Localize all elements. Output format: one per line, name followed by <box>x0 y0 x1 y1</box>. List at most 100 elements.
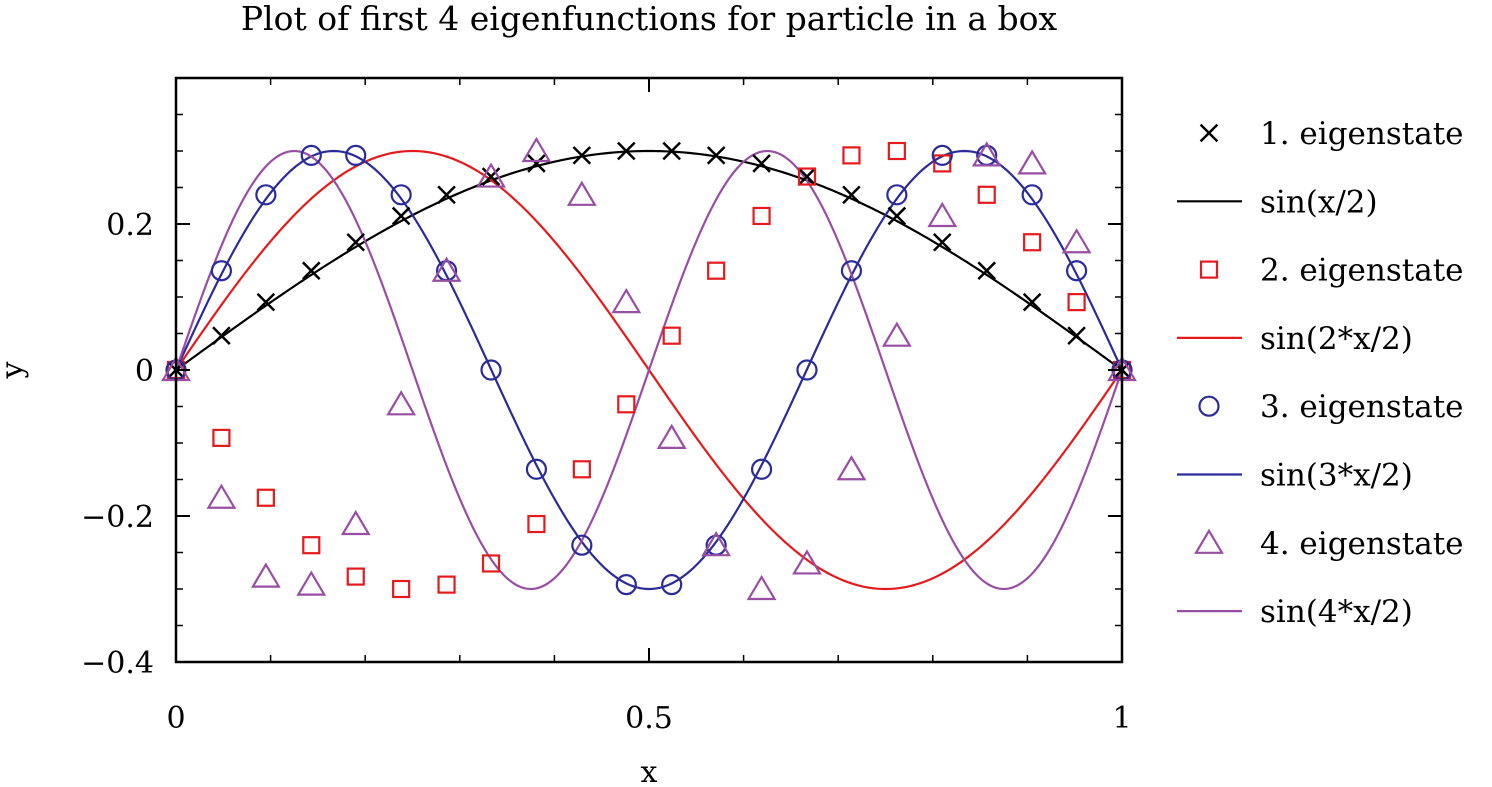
data-point-mode-2 <box>256 488 275 507</box>
data-point-mode-1 <box>842 185 861 205</box>
data-point-mode-3 <box>1065 260 1088 282</box>
y-tick-label: −0.2 <box>81 500 154 535</box>
legend-entry-label: sin(x/2) <box>1260 184 1378 220</box>
data-point-mode-2 <box>527 514 546 534</box>
data-point-mode-2 <box>842 146 861 165</box>
data-point-mode-4 <box>431 256 462 282</box>
data-point-mode-1 <box>932 232 952 252</box>
legend-entry-label: sin(2*x/2) <box>1260 321 1413 357</box>
data-point-mode-4 <box>521 136 552 163</box>
chart-title: Plot of first 4 eigenfunctions for parti… <box>241 0 1058 38</box>
x-tick-label: 0 <box>166 701 185 736</box>
data-point-mode-3 <box>390 184 412 206</box>
data-point-mode-2 <box>392 579 411 599</box>
y-axis-label: y <box>0 361 30 379</box>
data-point-mode-3 <box>480 359 502 381</box>
data-point-mode-3 <box>345 144 367 166</box>
series-line-mode-3 <box>174 149 1124 591</box>
data-point-mode-1 <box>887 206 907 226</box>
data-point-mode-2 <box>887 141 906 161</box>
data-point-mode-4 <box>250 562 281 588</box>
data-point-mode-2 <box>212 428 231 447</box>
data-point-mode-3 <box>210 260 233 282</box>
data-point-mode-4 <box>746 574 777 601</box>
data-point-mode-3 <box>661 574 683 596</box>
data-point-mode-2 <box>933 154 952 173</box>
legend-marker-swatch <box>1199 260 1219 279</box>
data-point-mode-4 <box>792 549 822 575</box>
y-tick-label: 0 <box>135 354 154 389</box>
data-point-mode-4 <box>386 390 417 416</box>
series-line-mode-4 <box>174 149 1124 591</box>
data-point-mode-1 <box>752 154 771 173</box>
x-axis-label: x <box>641 755 658 787</box>
data-point-mode-4 <box>206 483 237 509</box>
data-point-mode-4 <box>340 509 371 536</box>
data-point-mode-4 <box>927 201 958 228</box>
data-point-mode-4 <box>701 531 732 557</box>
data-point-mode-1 <box>706 146 726 165</box>
data-point-mode-1 <box>527 154 546 173</box>
data-point-mode-1 <box>1022 292 1042 312</box>
data-point-mode-2 <box>617 395 636 414</box>
data-point-mode-3 <box>615 574 637 596</box>
data-point-mode-2 <box>572 460 591 479</box>
data-point-mode-1 <box>256 292 276 312</box>
data-point-mode-3 <box>525 458 548 480</box>
x-tick-label: 1 <box>1112 701 1131 736</box>
data-point-mode-4 <box>881 321 912 347</box>
legend-entry-label: 4. eigenstate <box>1260 526 1464 562</box>
data-point-mode-1 <box>301 261 321 281</box>
legend-entry-label: sin(3*x/2) <box>1260 458 1413 494</box>
data-point-mode-1 <box>1067 326 1086 345</box>
data-point-mode-1 <box>481 167 501 186</box>
data-point-mode-2 <box>977 185 996 204</box>
data-point-mode-4 <box>971 141 1002 167</box>
data-point-mode-2 <box>1067 293 1086 312</box>
data-point-mode-3 <box>750 458 773 480</box>
data-point-mode-4 <box>1017 149 1048 175</box>
legend-marker-swatch <box>1194 528 1224 554</box>
data-point-mode-4 <box>656 423 687 449</box>
data-point-mode-2 <box>481 554 501 573</box>
data-point-mode-1 <box>391 206 411 226</box>
legend-entry-label: sin(4*x/2) <box>1260 594 1413 630</box>
data-point-mode-2 <box>437 575 456 594</box>
data-point-mode-2 <box>302 536 321 555</box>
y-tick-label: −0.4 <box>81 646 154 681</box>
data-point-mode-3 <box>255 184 277 206</box>
data-point-mode-4 <box>1061 228 1092 254</box>
data-point-mode-1 <box>212 326 231 345</box>
data-point-mode-3 <box>1021 184 1043 206</box>
data-point-mode-3 <box>300 144 322 166</box>
data-point-mode-3 <box>796 359 818 381</box>
x-tick-label: 0.5 <box>625 701 673 736</box>
markers-layer <box>161 136 1137 601</box>
data-point-mode-4 <box>566 180 597 206</box>
data-point-mode-1 <box>572 146 592 165</box>
data-point-mode-4 <box>296 570 327 596</box>
data-point-mode-1 <box>437 185 456 205</box>
data-point-mode-4 <box>611 287 642 314</box>
data-point-mode-2 <box>752 206 771 226</box>
legend: 1. eigenstate sin(x/2) 2. eigenstate sin(2*… <box>1177 116 1464 630</box>
data-point-mode-4 <box>836 455 867 481</box>
data-point-mode-2 <box>1023 233 1042 252</box>
ticks-layer: 0 0.5 1 −0.4 −0.2 0 0.2 <box>81 78 1132 736</box>
data-point-mode-3 <box>571 534 593 556</box>
data-point-mode-2 <box>662 326 681 345</box>
curves-layer <box>174 149 1124 591</box>
y-tick-label: 0.2 <box>106 208 154 243</box>
legend-entry-label: 2. eigenstate <box>1260 253 1464 289</box>
data-point-mode-1 <box>617 141 636 161</box>
legend-marker-swatch <box>1199 123 1219 143</box>
data-point-mode-4 <box>476 162 506 188</box>
legend-marker-swatch <box>1198 395 1220 417</box>
data-point-mode-1 <box>797 167 817 186</box>
data-point-mode-1 <box>346 232 366 252</box>
legend-entry-label: 3. eigenstate <box>1260 389 1464 425</box>
data-point-mode-2 <box>346 567 365 586</box>
data-point-mode-1 <box>977 261 997 281</box>
data-point-mode-3 <box>931 144 953 166</box>
